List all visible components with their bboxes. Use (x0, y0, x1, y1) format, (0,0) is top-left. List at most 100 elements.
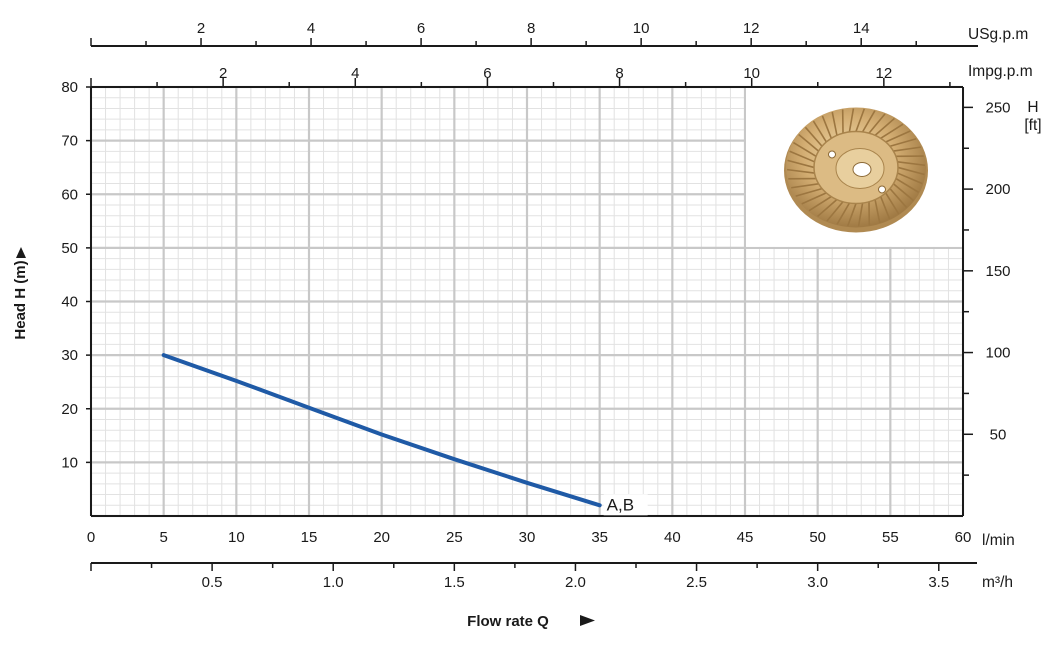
ft-tick-label: 200 (985, 181, 1010, 198)
m3h-tick-label: 2.0 (565, 574, 586, 591)
x-tick-label: 55 (882, 529, 899, 546)
impeller-vane (855, 108, 866, 132)
y-tick-label: 80 (61, 79, 78, 96)
m3h-tick-label: 1.0 (323, 574, 344, 591)
y-axis-title: Head H (m) (12, 260, 29, 339)
impgpm-tick-label: 8 (615, 65, 623, 82)
x-tick-label: 0 (87, 529, 95, 546)
impeller-vane (885, 192, 900, 215)
impeller-vane (868, 113, 886, 134)
usgpm-tick-label: 4 (307, 20, 315, 37)
x-tick-label: 25 (446, 529, 463, 546)
x-tick-label: 20 (373, 529, 390, 546)
impeller-inset (746, 88, 962, 247)
ft-tick-label: 150 (985, 263, 1010, 280)
impeller-vane (897, 161, 926, 167)
impeller-vane (889, 188, 908, 209)
x-axis-title: Flow rate Q (467, 613, 549, 630)
x-tick-label: 15 (301, 529, 318, 546)
ft-axis-title: H (1027, 99, 1038, 116)
impeller-vane (804, 126, 823, 147)
impeller-vane (836, 202, 851, 225)
ft-tick-label: 100 (985, 345, 1010, 362)
impgpm-tick-label: 2 (219, 65, 227, 82)
usgpm-tick-label: 14 (853, 20, 870, 37)
impeller-vane (874, 199, 881, 223)
y-axis-arrow-icon (16, 247, 26, 258)
x-tick-label: 50 (809, 529, 826, 546)
impeller-balance-hole (878, 185, 886, 194)
m3h-tick-label: 0.5 (202, 574, 223, 591)
ft-tick-label: 50 (990, 426, 1007, 443)
x-axis-arrow-icon (580, 615, 595, 626)
m3h-tick-label: 1.5 (444, 574, 465, 591)
x-tick-label: 60 (955, 529, 972, 546)
impeller-vane (857, 202, 864, 227)
impeller-vane (897, 172, 923, 185)
series-label-ab: A,B (607, 495, 634, 514)
impeller-vane (897, 166, 925, 176)
impeller-vane (892, 183, 914, 201)
impeller-balance-hole (828, 150, 836, 159)
impeller-vane (848, 108, 855, 133)
impeller-vane (789, 150, 815, 163)
usgpm-tick-label: 6 (417, 20, 425, 37)
ft-tick-label: 250 (985, 99, 1010, 116)
x-tick-label: 45 (737, 529, 754, 546)
y-tick-label: 30 (61, 347, 78, 364)
impeller-vane (826, 201, 844, 222)
impeller-vane (846, 203, 857, 227)
series-label-background (603, 494, 648, 516)
y-tick-label: 20 (61, 401, 78, 418)
impeller-vane (879, 196, 891, 220)
y-tick-label: 60 (61, 186, 78, 203)
impeller-vane (895, 177, 920, 193)
impeller-vane (798, 133, 820, 152)
x-tick-label: 35 (591, 529, 608, 546)
impeller-vane (874, 117, 895, 136)
impgpm-tick-label: 10 (743, 65, 760, 82)
impeller-vane (831, 111, 838, 136)
impeller-vane (801, 192, 827, 205)
usgpm-tick-label: 12 (743, 20, 760, 37)
impeller-vane (792, 141, 817, 157)
impeller-vane (795, 187, 823, 197)
ft-axis-unit: [ft] (1024, 117, 1041, 134)
x-unit-label: l/min (982, 532, 1015, 549)
usgpm-tick-label: 10 (633, 20, 650, 37)
usgpm-unit-label: USg.p.m (968, 26, 1028, 43)
m3h-tick-label: 3.5 (928, 574, 949, 591)
impeller-vane (786, 168, 815, 174)
impeller-vane (893, 146, 921, 152)
impgpm-tick-label: 6 (483, 65, 491, 82)
impeller-vane (812, 120, 827, 143)
impeller-vane (808, 195, 832, 212)
impeller-vane (880, 123, 904, 139)
y-tick-label: 40 (61, 294, 78, 311)
x-tick-label: 40 (664, 529, 681, 546)
impeller-vane (817, 198, 838, 218)
x-tick-label: 10 (228, 529, 245, 546)
impgpm-tick-label: 12 (875, 65, 892, 82)
y-tick-label: 70 (61, 133, 78, 150)
impgpm-unit-label: Impg.p.m (968, 63, 1033, 80)
x-tick-label: 30 (519, 529, 536, 546)
impeller-vane (885, 130, 911, 143)
y-tick-label: 10 (61, 454, 78, 471)
usgpm-tick-label: 2 (197, 20, 205, 37)
m3h-tick-label: 2.5 (686, 574, 707, 591)
impgpm-tick-label: 4 (351, 65, 359, 82)
x-tick-label: 5 (159, 529, 167, 546)
impeller-vane (791, 182, 819, 189)
series-group: A,B (161, 353, 648, 516)
usgpm-tick-label: 8 (527, 20, 535, 37)
impeller-vane (787, 159, 815, 169)
m3h-unit-label: m³/h (982, 574, 1013, 591)
impeller-vane (861, 110, 876, 133)
impeller-vane (889, 137, 917, 148)
m3h-tick-label: 3.0 (807, 574, 828, 591)
impeller-vane (821, 115, 833, 139)
impeller-bore (852, 161, 872, 177)
